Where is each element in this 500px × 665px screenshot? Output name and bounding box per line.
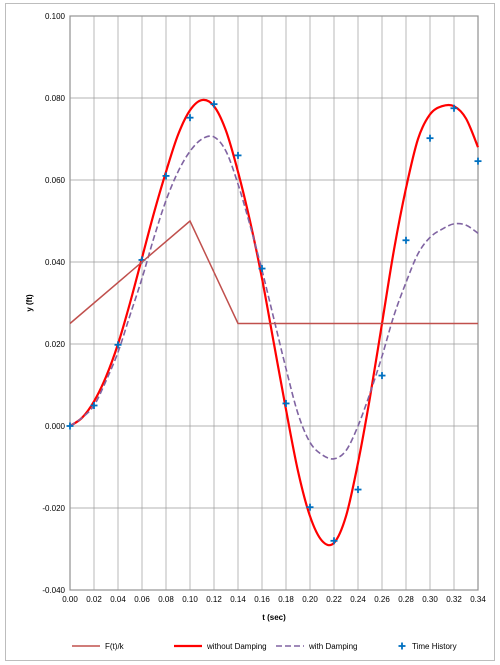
x-tick-label: 0.34	[470, 595, 486, 604]
y-tick-label: 0.000	[45, 422, 66, 431]
legend: F(t)/k without Damping with Damping Time Hi…	[72, 642, 457, 651]
time-history-marker	[186, 114, 194, 122]
x-tick-label: 0.14	[230, 595, 246, 604]
x-tick-label: 0.10	[182, 595, 198, 604]
x-tick-label: 0.30	[422, 595, 438, 604]
x-tick-label: 0.02	[86, 595, 102, 604]
x-tick-label: 0.24	[350, 595, 366, 604]
time-history-marker	[378, 372, 386, 380]
x-tick-label: 0.26	[374, 595, 390, 604]
time-history-marker	[450, 104, 458, 112]
series-layer	[66, 98, 482, 547]
x-tick-label: 0.08	[158, 595, 174, 604]
x-tick-label: 0.06	[134, 595, 150, 604]
legend-label: F(t)/k	[105, 642, 125, 651]
legend-item: Time History	[398, 642, 457, 651]
y-tick-labels: -0.040 -0.020 0.000 0.020 0.040 0.060 0.080 0.1…	[42, 12, 65, 595]
y-tick-label: -0.040	[42, 586, 65, 595]
time-history-marker	[258, 265, 266, 273]
y-tick-label: 0.060	[45, 176, 66, 185]
y-tick-label: -0.020	[42, 504, 65, 513]
legend-label: Time History	[412, 642, 457, 651]
x-tick-label: 0.12	[206, 595, 222, 604]
x-tick-label: 0.32	[446, 595, 462, 604]
time-history-marker	[114, 341, 122, 349]
time-history-marker	[330, 537, 338, 545]
time-history-marker	[162, 172, 170, 180]
series-line-with-damping	[69, 135, 479, 460]
legend-label: without Damping	[206, 642, 267, 651]
x-tick-label: 0.04	[110, 595, 126, 604]
x-tick-labels: 0.00 0.02 0.04 0.06 0.08 0.10 0.12 0.14 0.16 0.18…	[62, 595, 486, 604]
y-grid	[70, 15, 478, 591]
legend-marker	[398, 642, 406, 650]
x-tick-label: 0.22	[326, 595, 342, 604]
time-history-marker	[474, 157, 482, 165]
y-tick-label: 0.020	[45, 340, 66, 349]
time-history-marker	[282, 399, 290, 407]
x-tick-label: 0.28	[398, 595, 414, 604]
x-tick-label: 0.18	[278, 595, 294, 604]
legend-item: without Damping	[174, 642, 267, 651]
series-line-force	[69, 219, 478, 325]
x-tick-label: 0.00	[62, 595, 78, 604]
x-tick-label: 0.16	[254, 595, 270, 604]
time-history-marker	[426, 134, 434, 142]
plot-area	[69, 15, 479, 591]
time-history-marker	[210, 100, 218, 108]
x-axis-label: t (sec)	[262, 613, 286, 622]
y-tick-label: 0.040	[45, 258, 66, 267]
series-line-without-damping	[69, 98, 480, 547]
time-history-marker	[402, 236, 410, 244]
x-tick-label: 0.20	[302, 595, 318, 604]
time-history-marker	[306, 503, 314, 511]
legend-item: F(t)/k	[72, 642, 125, 651]
x-grid	[69, 16, 479, 590]
legend-label: with Damping	[308, 642, 357, 651]
y-tick-label: 0.080	[45, 94, 66, 103]
y-tick-label: 0.100	[45, 12, 66, 21]
time-history-marker	[90, 402, 98, 409]
time-history-marker	[234, 151, 242, 159]
legend-item: with Damping	[276, 642, 357, 651]
time-history-marker	[354, 486, 362, 494]
y-axis-label: y (ft)	[25, 294, 34, 312]
time-history-marker	[66, 422, 74, 430]
